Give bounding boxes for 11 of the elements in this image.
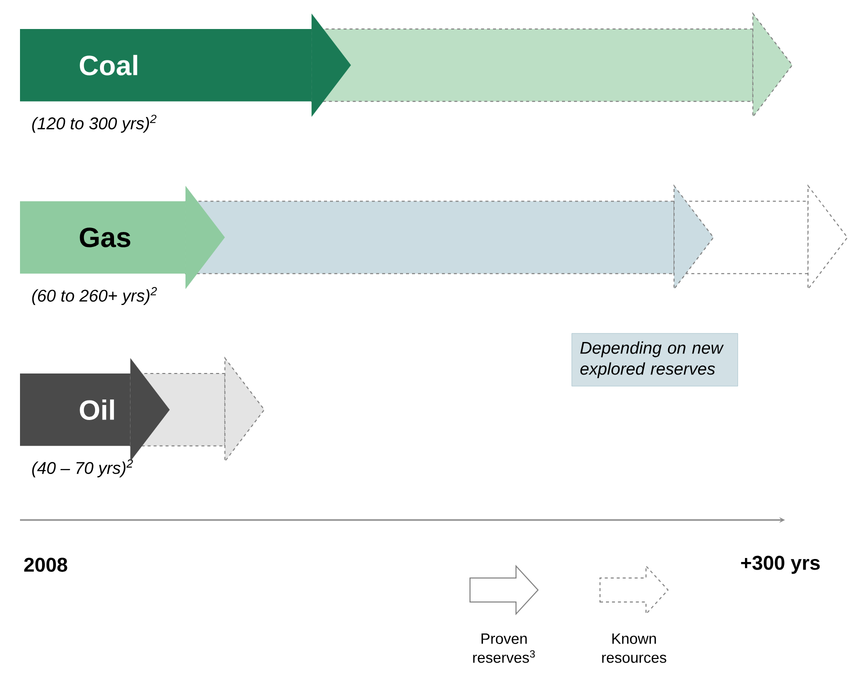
y-tick-label: Oil [80, 400, 114, 420]
text: 2008 [24, 558, 68, 572]
annotation: (120 to 300 yrs)$^{2}$ [32, 114, 156, 133]
y-tick-label: Coal [80, 54, 138, 76]
annotation: Depending on new explored reserves [580, 341, 724, 378]
text: +300 yrs [741, 556, 820, 574]
annotation: (40 – 70 yrs)$^{2}$ [32, 459, 133, 478]
text: Proven reserves$^{3}$ [473, 634, 535, 663]
annotation: (60 to 260+ yrs)$^{2}$ [32, 286, 157, 306]
y-tick-label: Gas [80, 228, 130, 248]
text: Known resources [602, 634, 666, 663]
